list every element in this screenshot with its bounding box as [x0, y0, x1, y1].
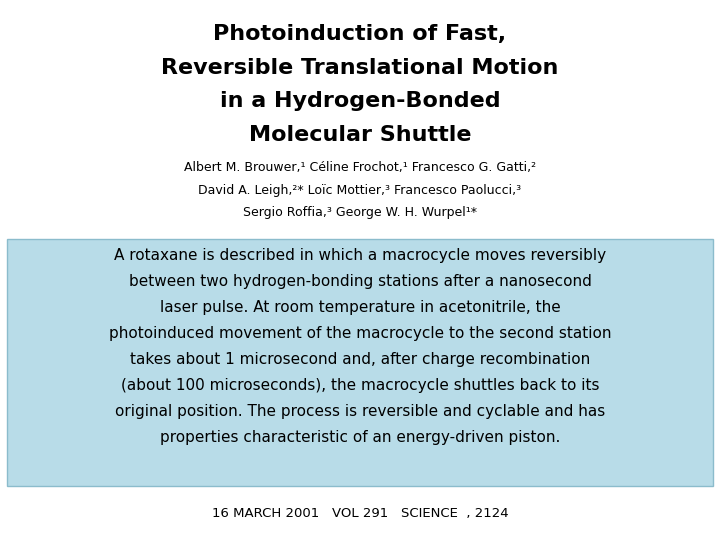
Text: Molecular Shuttle: Molecular Shuttle — [248, 125, 472, 145]
Text: photoinduced movement of the macrocycle to the second station: photoinduced movement of the macrocycle … — [109, 326, 611, 341]
Text: laser pulse. At room temperature in acetonitrile, the: laser pulse. At room temperature in acet… — [160, 300, 560, 315]
Text: David A. Leigh,²* Loïc Mottier,³ Francesco Paolucci,³: David A. Leigh,²* Loïc Mottier,³ Frances… — [199, 184, 521, 197]
Text: properties characteristic of an energy-driven piston.: properties characteristic of an energy-d… — [160, 430, 560, 445]
Text: takes about 1 microsecond and, after charge recombination: takes about 1 microsecond and, after cha… — [130, 352, 590, 367]
Text: Albert M. Brouwer,¹ Céline Frochot,¹ Francesco G. Gatti,²: Albert M. Brouwer,¹ Céline Frochot,¹ Fra… — [184, 161, 536, 174]
Text: 16 MARCH 2001   VOL 291   SCIENCE  , 2124: 16 MARCH 2001 VOL 291 SCIENCE , 2124 — [212, 507, 508, 519]
Text: in a Hydrogen-Bonded: in a Hydrogen-Bonded — [220, 91, 500, 111]
Text: A rotaxane is described in which a macrocycle moves reversibly: A rotaxane is described in which a macro… — [114, 248, 606, 264]
Text: Photoinduction of Fast,: Photoinduction of Fast, — [213, 24, 507, 44]
Text: Reversible Translational Motion: Reversible Translational Motion — [161, 58, 559, 78]
Text: between two hydrogen-bonding stations after a nanosecond: between two hydrogen-bonding stations af… — [129, 274, 591, 289]
Text: original position. The process is reversible and cyclable and has: original position. The process is revers… — [115, 404, 605, 419]
Text: Sergio Roffia,³ George W. H. Wurpel¹*: Sergio Roffia,³ George W. H. Wurpel¹* — [243, 206, 477, 219]
Text: (about 100 microseconds), the macrocycle shuttles back to its: (about 100 microseconds), the macrocycle… — [121, 378, 599, 393]
FancyBboxPatch shape — [7, 239, 713, 486]
